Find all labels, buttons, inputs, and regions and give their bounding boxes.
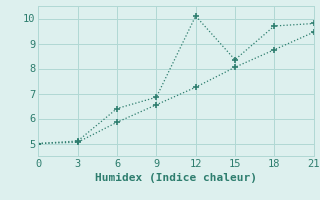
X-axis label: Humidex (Indice chaleur): Humidex (Indice chaleur)	[95, 173, 257, 183]
